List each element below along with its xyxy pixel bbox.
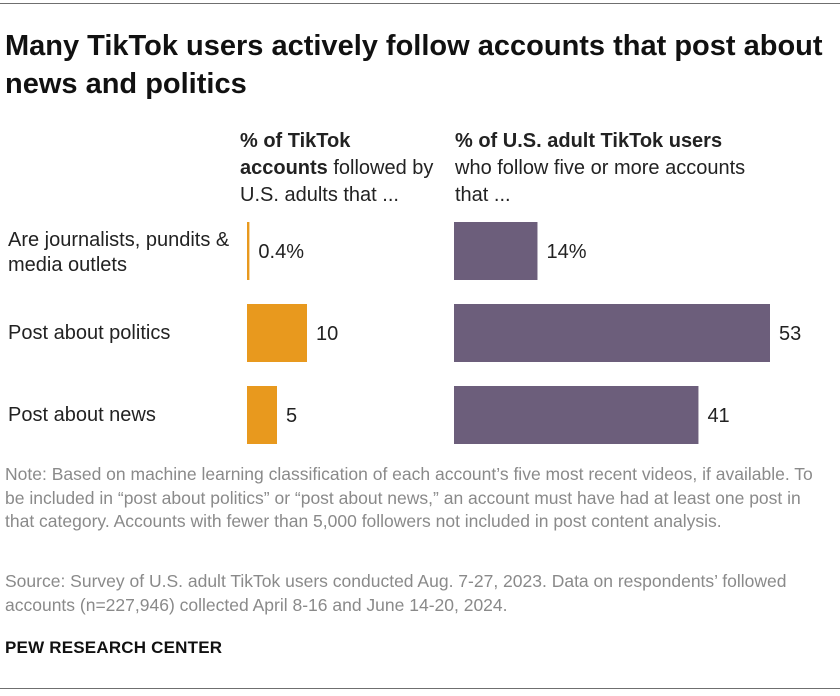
right-header-rest: who follow five or more accounts that ..…: [455, 157, 746, 206]
bar-accounts-2: [247, 386, 277, 444]
top-rule: [0, 3, 840, 4]
data-label-accounts-0: 0.4%: [258, 241, 304, 263]
chart-note: Note: Based on machine learning classifi…: [5, 464, 813, 531]
data-label-users-2: 41: [707, 405, 729, 427]
bottom-rule: [0, 688, 840, 689]
data-label-accounts-2: 5: [286, 405, 297, 427]
row-label-news: Post about news: [8, 404, 156, 426]
data-label-users-0: 14%: [546, 241, 586, 263]
left-header-rest: followed by U.S. adults that ...: [240, 157, 434, 206]
data-label-users-1: 53: [779, 323, 801, 345]
chart-source: Source: Survey of U.S. adult TikTok user…: [5, 571, 787, 615]
right-header-bold: % of U.S. adult TikTok users: [455, 130, 723, 152]
row-label-journalists: Are journalists, pundits & media outlets: [8, 229, 230, 276]
bar-users-0: [454, 222, 538, 280]
bar-users-1: [454, 304, 770, 362]
left-header-bold: % of TikTok accounts: [240, 130, 351, 179]
right-column-header: % of U.S. adult TikTok users who follow …: [455, 128, 755, 209]
chart-title: Many TikTok users actively follow accoun…: [5, 30, 823, 100]
bar-accounts-0: [247, 222, 250, 280]
bar-users-2: [454, 386, 699, 444]
bar-accounts-1: [247, 304, 307, 362]
pew-research-center-logo: PEW RESEARCH CENTER: [5, 638, 223, 657]
left-column-header: % of TikTok accounts followed by U.S. ad…: [240, 128, 440, 209]
row-label-politics: Post about politics: [8, 322, 171, 344]
data-label-accounts-1: 10: [316, 323, 338, 345]
